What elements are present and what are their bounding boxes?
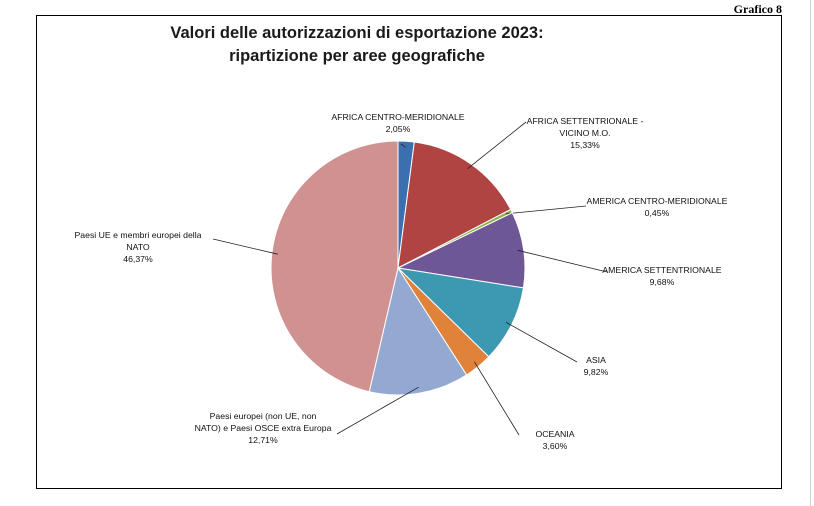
chart-title-line-1: Valori delle autorizzazioni di esportazi… [170,24,544,42]
leader-line [517,249,608,273]
pie-slice [397,141,512,269]
slice-name-label: Paesi europei (non UE, non [210,411,317,421]
slice-name-label: NATO) e Paesi OSCE extra Europa [195,423,332,433]
leader-line [505,322,578,363]
figure-label: Grafico 8 [733,2,782,16]
chart-frame: Valori delle autorizzazioni di esportazi… [36,15,782,489]
leader-line [467,121,527,170]
slice-value-label: 2,05% [386,124,411,134]
pie-slice [368,266,468,396]
slice-value-label: 0,45% [645,208,670,218]
slice-value-label: 15,33% [570,140,600,150]
leader-line [474,361,520,436]
leader-line [506,205,587,215]
slice-name-label: AFRICA SETTENTRIONALE - [527,116,644,126]
chart-title-line-2: ripartizione per aree geografiche [229,47,485,65]
slice-value-label: 12,71% [248,435,278,445]
slice-name-label: AFRICA CENTRO-MERIDIONALE [331,112,464,122]
page-divider [810,0,811,506]
pie-slice [270,140,399,393]
leader-line [336,386,419,435]
slice-name-label: Paesi UE e membri europei della [75,230,202,240]
slice-name-label: NATO [126,242,150,252]
leader-line [400,143,407,148]
slice-value-label: 9,82% [584,367,609,377]
slice-name-label: AMERICA CENTRO-MERIDIONALE [587,196,728,206]
slice-value-label: 9,68% [650,277,675,287]
pie-chart: AFRICA CENTRO-MERIDIONALE 2,05% AFRICA SET… [75,112,728,451]
slice-value-label: 3,60% [543,441,568,451]
leader-line [212,238,278,255]
slice-name-label: ASIA [586,355,606,365]
slice-name-label: VICINO M.O. [559,128,610,138]
slice-value-label: 46,37% [123,254,153,264]
slice-name-label: OCEANIA [535,429,574,439]
chart-title: Valori delle autorizzazioni di esportazi… [147,22,567,68]
slice-name-label: AMERICA SETTENTRIONALE [602,265,721,275]
pie-slice [396,212,526,289]
